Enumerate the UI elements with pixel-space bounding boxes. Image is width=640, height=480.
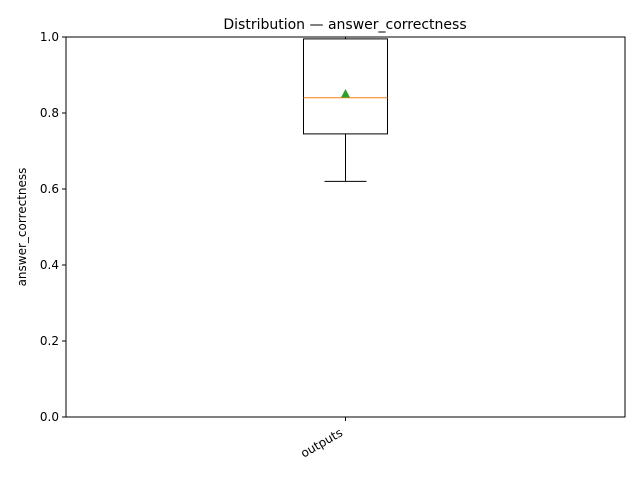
y-tick-label: 0.0 (40, 410, 59, 424)
x-tick-label: outputs (298, 425, 345, 460)
iqr-box (303, 38, 388, 135)
y-tick-label: 0.6 (40, 182, 59, 196)
y-tick-label: 0.8 (40, 106, 59, 120)
y-tick-label: 1.0 (40, 30, 59, 44)
mean-marker (341, 89, 350, 98)
chart-title: Distribution — answer_correctness (223, 17, 466, 33)
y-axis-label: answer_correctness (15, 168, 29, 287)
axes-frame (65, 36, 626, 418)
y-tick-label: 0.2 (40, 334, 59, 348)
y-tick-label: 0.4 (40, 258, 59, 272)
plot-area: 0.0 0.2 0.4 0.6 0.8 1.0 outputs (40, 30, 388, 461)
